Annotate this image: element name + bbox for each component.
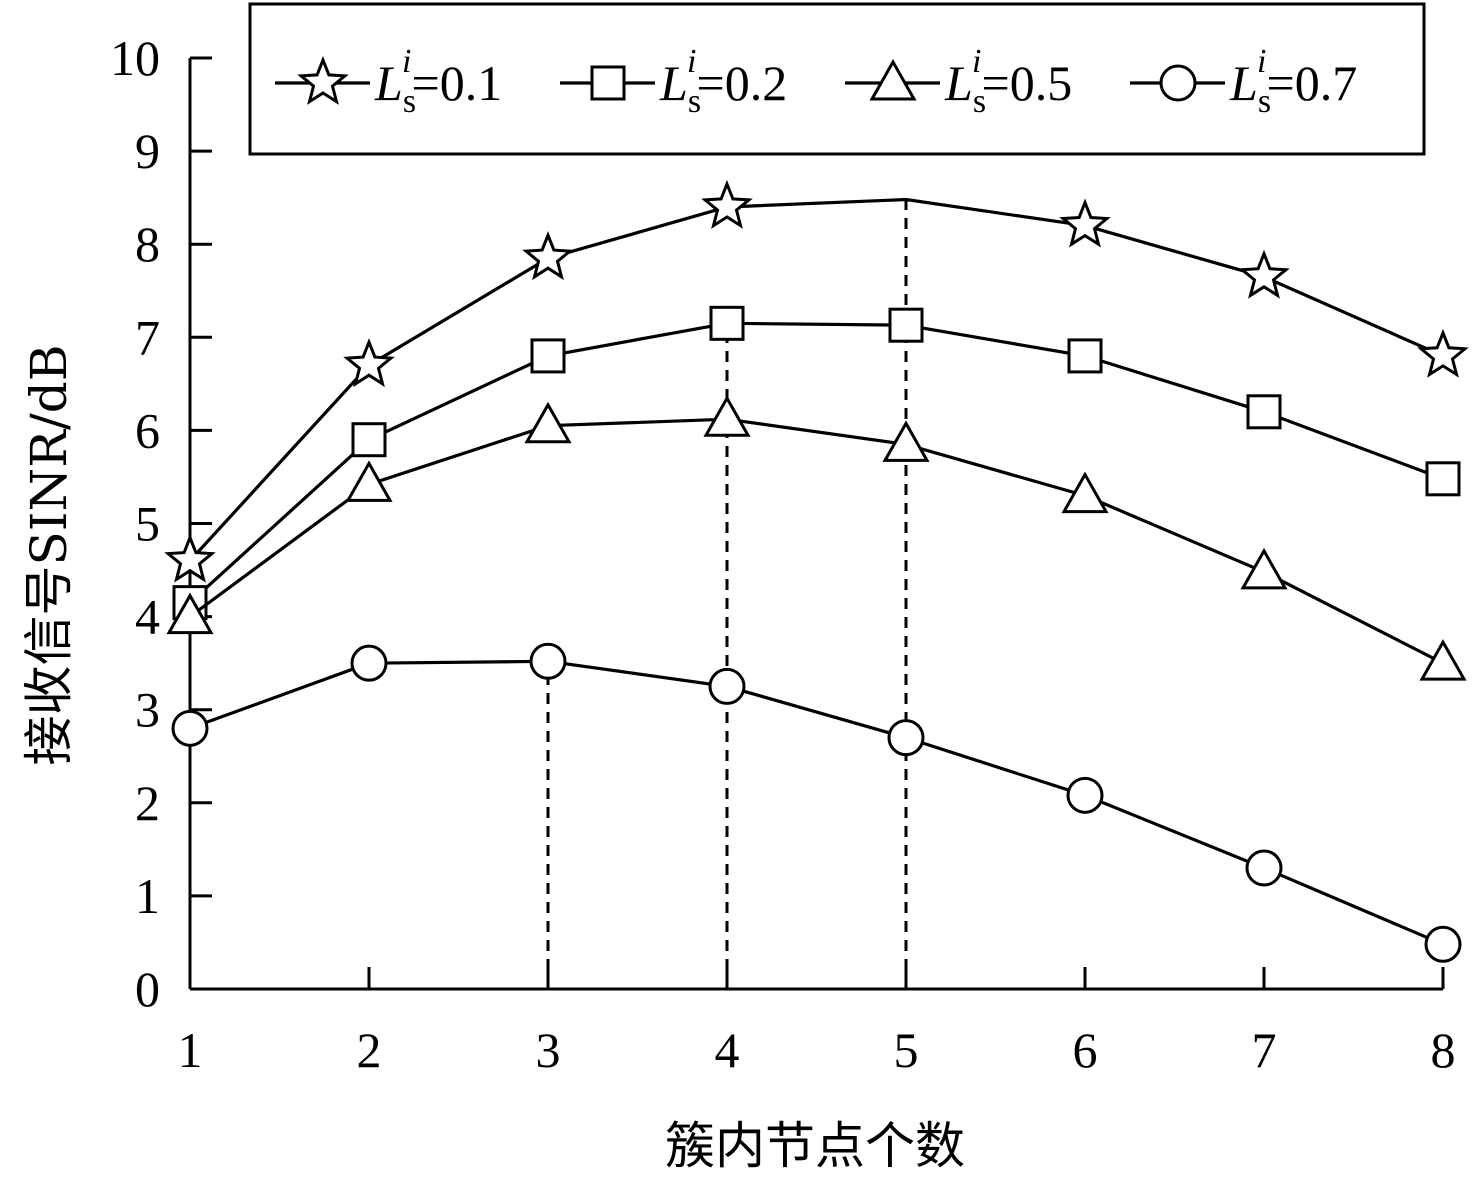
square-marker [1067, 338, 1103, 374]
triangle-marker [1419, 639, 1467, 681]
x-axis-title: 簇内节点个数 [665, 1117, 965, 1175]
y-axis-title: 接收信号SINR/dB [20, 345, 78, 766]
legend-box [248, 2, 1426, 156]
circle-marker [1424, 925, 1462, 963]
square-marker [1246, 394, 1282, 430]
star-marker [1238, 249, 1290, 299]
y-tick-label: 3 [135, 682, 160, 738]
series-group [164, 179, 1469, 963]
x-tick-label: 7 [1252, 1022, 1277, 1078]
x-tick-label: 2 [357, 1022, 382, 1078]
x-tick-label: 1 [178, 1022, 203, 1078]
y-tick-label: 0 [135, 961, 160, 1017]
series-line [189, 417, 1444, 665]
legend: Lsi=0.1 Lsi=0.2 Lsi=0.5 Lsi=0.7 [248, 2, 1426, 156]
x-tick-label: 8 [1431, 1022, 1456, 1078]
circle-marker [350, 644, 388, 682]
triangle-marker [166, 592, 214, 635]
legend-entry-label: Lsi=0.5 [944, 43, 1072, 120]
triangle-marker [869, 58, 917, 101]
series-line [188, 197, 1444, 562]
x-tick-label: 6 [1073, 1022, 1098, 1078]
square-marker [888, 307, 924, 343]
star-marker [164, 533, 216, 583]
circle-marker [1066, 776, 1104, 814]
triangle-marker [703, 395, 751, 437]
square-marker [590, 65, 626, 101]
legend-entry-label: Lsi=0.7 [1229, 43, 1357, 120]
triangle-marker [1061, 471, 1109, 514]
triangle-marker [1240, 547, 1288, 590]
series-line [188, 321, 1444, 604]
y-tick-label: 1 [135, 868, 160, 924]
star-marker [297, 55, 349, 105]
series-triangle [166, 395, 1467, 681]
circle-marker [1159, 64, 1197, 102]
series-circle [171, 642, 1462, 963]
square-marker [530, 338, 566, 374]
circle-marker [171, 709, 209, 747]
y-tick-label: 9 [135, 123, 160, 179]
y-tick-label: 7 [135, 309, 160, 365]
circle-marker [887, 719, 925, 757]
star-marker [1417, 328, 1469, 378]
series-line [189, 659, 1444, 946]
legend-entry-label: Lsi=0.1 [374, 43, 502, 120]
star-marker [343, 338, 395, 388]
y-tick-label: 5 [135, 496, 160, 552]
star-marker [522, 231, 574, 281]
circle-marker [529, 642, 567, 680]
circle-marker [1245, 849, 1283, 887]
circle-marker [708, 667, 746, 705]
triangle-marker [345, 460, 393, 502]
x-tick-label: 4 [715, 1022, 740, 1078]
triangle-marker [882, 420, 930, 462]
square-marker [1425, 461, 1461, 497]
y-tick-label: 6 [135, 402, 160, 458]
square-marker [351, 422, 387, 458]
series-star [164, 179, 1469, 583]
series-square [172, 305, 1461, 621]
star-marker [1059, 198, 1111, 248]
y-tick-label: 4 [135, 589, 160, 645]
y-tick-label: 2 [135, 775, 160, 831]
x-tick-label: 5 [894, 1022, 919, 1078]
legend-entry-label: Lsi=0.2 [659, 43, 787, 120]
square-marker [709, 305, 745, 341]
y-tick-label: 10 [110, 30, 160, 86]
star-marker [701, 179, 753, 229]
triangle-marker [524, 401, 572, 444]
y-tick-label: 8 [135, 216, 160, 272]
x-tick-label: 3 [536, 1022, 561, 1078]
